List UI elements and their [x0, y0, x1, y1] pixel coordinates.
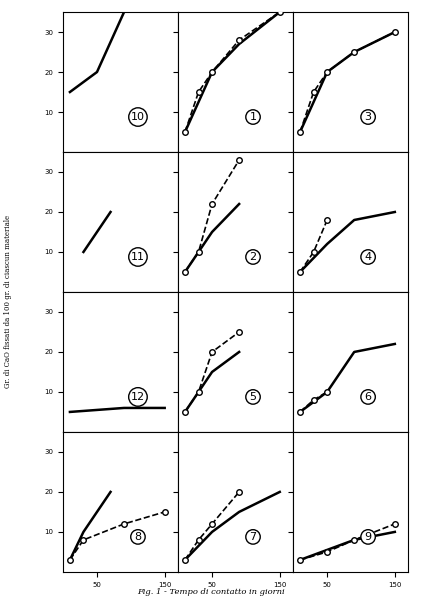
Text: 1: 1	[250, 112, 256, 122]
Text: Fig. 1 - Tempo di contatto in giorni: Fig. 1 - Tempo di contatto in giorni	[137, 588, 284, 596]
Text: 4: 4	[365, 252, 372, 262]
Text: 12: 12	[131, 392, 145, 402]
Text: 11: 11	[131, 252, 145, 262]
Text: 3: 3	[365, 112, 372, 122]
Text: 5: 5	[250, 392, 256, 402]
Text: 10: 10	[131, 112, 145, 122]
Text: 7: 7	[250, 532, 256, 542]
Text: 2: 2	[250, 252, 256, 262]
Text: Gr. di CaO fissati da 100 gr. di ciascun materiale: Gr. di CaO fissati da 100 gr. di ciascun…	[4, 214, 13, 388]
Text: 9: 9	[365, 532, 372, 542]
Text: 8: 8	[134, 532, 141, 542]
Text: 6: 6	[365, 392, 372, 402]
